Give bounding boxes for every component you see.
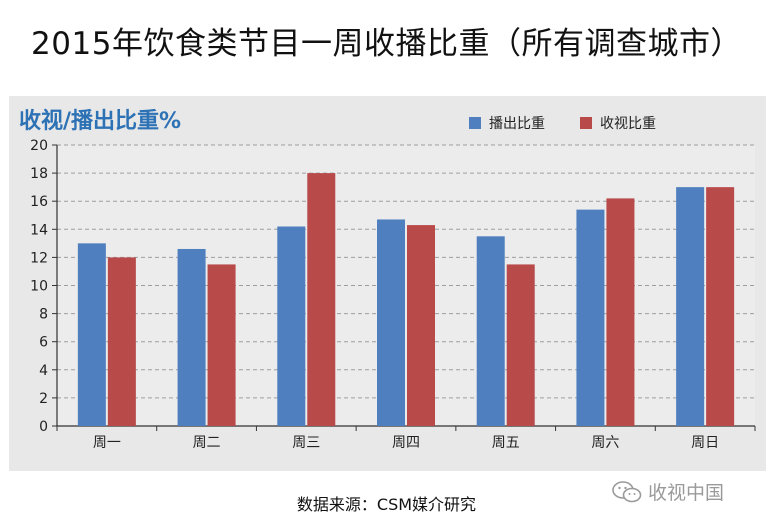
plot-area [57,145,755,426]
y-tick-label: 4 [39,363,48,379]
y-tick-label: 14 [30,222,48,238]
y-tick-label: 18 [30,166,48,182]
y-tick-label: 2 [39,391,48,407]
y-axis-label: 收视/播出比重% [19,109,182,134]
bar-chart: 0 2 4 6 8 10 12 14 16 18 20 周一 周二 周三 周四 周五 周六 周日 播出比重 收视比重 [30,116,756,451]
y-tick-label: 16 [30,194,48,210]
bar-broadcast [277,226,306,426]
chart-panel: 收视/播出比重% 0 2 4 6 8 10 12 14 16 18 20 周一 周二 周三 周四 周五 周六 周日… [9,96,766,471]
legend-label: 播出比重 [489,116,545,132]
bar-viewing [207,264,236,426]
bar-broadcast [676,187,705,426]
y-tick-label: 12 [30,250,48,266]
x-tick-label: 周五 [492,435,520,451]
bar-broadcast [576,209,605,426]
bar-viewing [307,173,336,426]
page-title: 2015年饮食类节目一周收播比重（所有调查城市） [31,26,742,62]
bar-viewing [107,257,136,426]
y-tick-label: 0 [39,419,48,435]
y-tick-label: 6 [39,335,48,351]
x-tick-label: 周日 [691,435,719,451]
bar-viewing [506,264,535,426]
watermark-text: 收视中国 [648,482,725,504]
bar-broadcast [377,219,405,426]
bar-viewing [706,187,735,426]
legend-swatch [469,117,481,129]
bar-viewing [407,225,435,426]
x-tick-label: 周一 [93,435,121,451]
source-note: 数据来源：CSM媒介研究 [296,495,477,514]
bar-broadcast [77,243,106,426]
legend-label: 收视比重 [600,116,656,132]
y-tick-label: 10 [30,279,48,295]
x-tick-label: 周二 [193,435,221,451]
bar-viewing [606,198,635,426]
y-tick-label: 8 [39,307,48,323]
x-tick-label: 周三 [292,435,320,451]
legend-swatch [580,117,592,129]
wechat-icon [612,480,642,502]
watermark: 收视中国 [612,478,724,505]
bar-broadcast [177,248,206,426]
y-tick-label: 20 [30,138,48,154]
x-tick-label: 周四 [392,435,420,451]
x-tick-label: 周六 [591,435,619,451]
bar-broadcast [476,236,505,426]
